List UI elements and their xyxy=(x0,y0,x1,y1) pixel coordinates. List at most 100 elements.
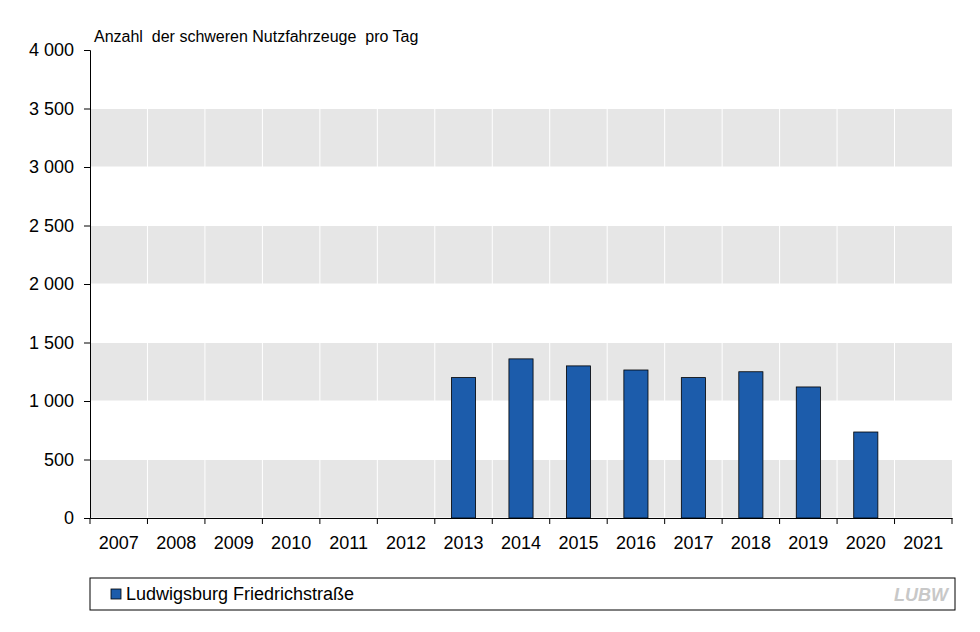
grid-band xyxy=(90,226,952,285)
x-tick-label: 2010 xyxy=(271,533,311,553)
grid-line xyxy=(90,225,952,226)
x-boundary-tick xyxy=(319,518,320,524)
x-tick-label: 2007 xyxy=(99,533,139,553)
x-boundary-tick xyxy=(664,518,665,524)
legend: Ludwigsburg Friedrichstraße LUBW xyxy=(90,578,955,610)
grid-line xyxy=(90,284,952,285)
y-tick-label: 0 xyxy=(64,508,74,528)
category-separator xyxy=(664,50,665,518)
y-tick: 1 000 xyxy=(29,391,90,411)
category-separator xyxy=(607,50,608,518)
grid-lines xyxy=(90,50,952,518)
y-tick: 1 500 xyxy=(29,333,90,353)
x-tick: 2008 xyxy=(156,518,196,553)
x-tick-label: 2012 xyxy=(386,533,426,553)
bar xyxy=(451,378,475,518)
grid-band xyxy=(90,284,952,343)
category-separator xyxy=(147,50,148,518)
x-tick: 2019 xyxy=(788,518,828,553)
x-boundary-tick xyxy=(262,518,263,524)
y-tick-mark xyxy=(84,518,90,519)
y-tick: 2 500 xyxy=(29,216,90,236)
grid-line xyxy=(90,167,952,168)
x-tick: 2020 xyxy=(846,518,886,553)
x-tick: 2007 xyxy=(99,518,139,553)
category-separator xyxy=(204,50,205,518)
x-boundary-tick xyxy=(607,518,608,524)
x-boundary-tick xyxy=(492,518,493,524)
y-tick-label: 3 500 xyxy=(29,99,74,119)
x-tick-label: 2011 xyxy=(329,533,368,553)
category-separator xyxy=(894,50,895,518)
chart: 0 500 1 000 1 500 2 000 2 500 3 000 3 500 4 000 2… xyxy=(0,0,980,632)
x-tick-label: 2016 xyxy=(616,533,656,553)
y-axis: 0 500 1 000 1 500 2 000 2 500 3 000 3 500 4 000 xyxy=(29,40,91,528)
grid-line xyxy=(90,342,952,343)
x-tick: 2009 xyxy=(214,518,254,553)
x-tick: 2021 xyxy=(903,518,943,553)
grid-bands xyxy=(90,50,952,518)
x-tick-label: 2015 xyxy=(558,533,598,553)
x-tick-label: 2019 xyxy=(788,533,828,553)
y-tick: 4 000 xyxy=(29,40,90,60)
y-tick: 2 000 xyxy=(29,274,90,294)
x-boundary-tick xyxy=(90,518,91,524)
x-boundary-tick xyxy=(204,518,205,524)
x-tick-label: 2014 xyxy=(501,533,541,553)
y-tick-mark xyxy=(84,109,90,110)
y-tick: 500 xyxy=(44,450,90,470)
x-axis: 2007 2008 2009 2010 2011 2012 2013 2014 2015 2016… xyxy=(91,518,953,553)
x-boundary-tick xyxy=(434,518,435,524)
y-tick-label: 1 000 xyxy=(29,391,74,411)
logo-text: LUBW xyxy=(894,585,950,605)
y-tick-mark xyxy=(84,284,90,285)
x-tick: 2012 xyxy=(386,518,426,553)
bar xyxy=(854,432,878,518)
category-separator xyxy=(722,50,723,518)
y-tick: 3 500 xyxy=(29,99,90,119)
x-tick: 2017 xyxy=(673,518,713,553)
y-tick-mark xyxy=(84,226,90,227)
category-separator xyxy=(492,50,493,518)
y-tick-label: 500 xyxy=(44,450,74,470)
grid-band xyxy=(90,109,952,168)
legend-swatch xyxy=(111,589,121,599)
x-boundary-tick xyxy=(549,518,550,524)
y-tick-label: 2 000 xyxy=(29,274,74,294)
x-tick: 2015 xyxy=(558,518,598,553)
bar xyxy=(624,370,648,518)
y-tick-label: 2 500 xyxy=(29,216,74,236)
bar xyxy=(509,359,533,518)
x-boundary-tick xyxy=(377,518,378,524)
category-separator xyxy=(377,50,378,518)
legend-label: Ludwigsburg Friedrichstraße xyxy=(126,584,354,604)
x-tick-label: 2020 xyxy=(846,533,886,553)
y-tick: 3 000 xyxy=(29,157,90,177)
category-separator xyxy=(837,50,838,518)
y-axis-line xyxy=(84,51,91,519)
x-tick-label: 2021 xyxy=(903,533,943,553)
x-boundary-tick xyxy=(894,518,895,524)
x-boundary-tick xyxy=(837,518,838,524)
y-tick: 0 xyxy=(64,508,90,528)
category-separator xyxy=(262,50,263,518)
bar xyxy=(566,366,590,518)
x-tick-label: 2013 xyxy=(444,533,484,553)
x-tick: 2013 xyxy=(444,518,484,553)
y-tick-mark xyxy=(84,401,90,402)
x-tick-label: 2008 xyxy=(156,533,196,553)
grid-band xyxy=(90,50,952,109)
category-separator xyxy=(779,50,780,518)
x-tick: 2016 xyxy=(616,518,656,553)
grid-band xyxy=(90,167,952,226)
x-boundary-tick xyxy=(722,518,723,524)
category-separator xyxy=(549,50,550,518)
legend-box xyxy=(90,578,955,610)
category-separator xyxy=(319,50,320,518)
category-separator xyxy=(434,50,435,518)
x-tick-label: 2018 xyxy=(731,533,771,553)
y-tick-label: 1 500 xyxy=(29,333,74,353)
y-tick-mark xyxy=(84,460,90,461)
x-tick: 2018 xyxy=(731,518,771,553)
bars xyxy=(451,359,877,518)
